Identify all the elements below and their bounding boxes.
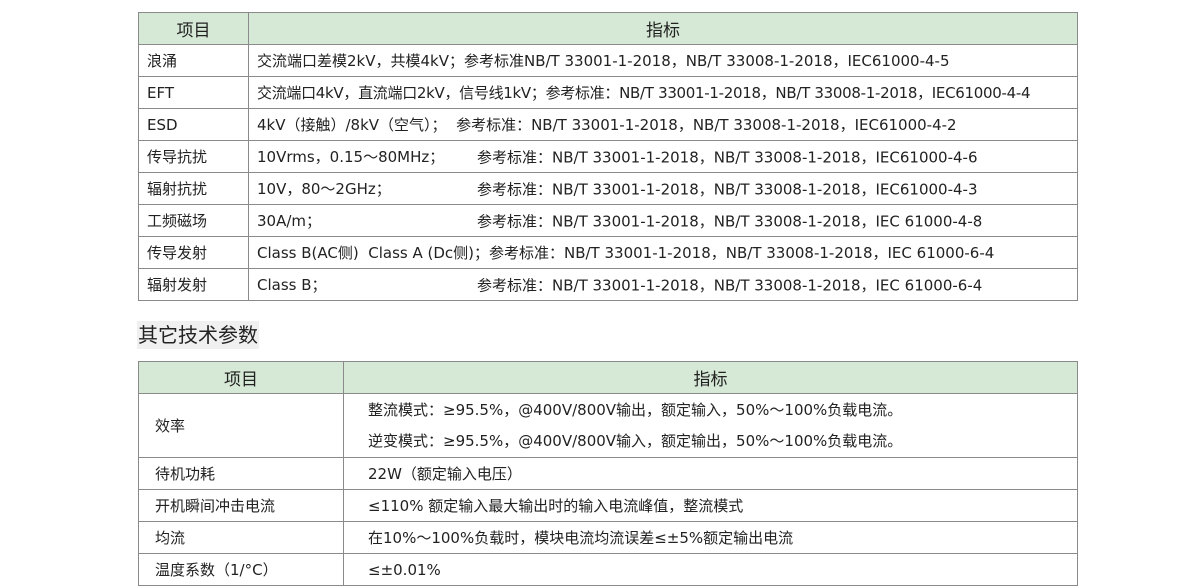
value-text: Class B； (257, 276, 327, 294)
item-cell: 辐射抗扰 (138, 172, 249, 205)
reference-text: 参考标准：NB/T 33001-1-2018，NB/T 33008-1-2018… (477, 212, 983, 230)
item-cell: 开机瞬间冲击电流 (138, 489, 344, 522)
table-header-row: 项目 指标 (138, 12, 1078, 45)
value-text: 30A/m； (257, 212, 322, 230)
value-cell: 10Vrms，0.15～80MHz； 参考标准：NB/T 33001-1-2018… (248, 140, 1078, 173)
value-cell: 整流模式：≥95.5%，@400V/800V输出，额定输入，50%～100%负载… (343, 393, 1078, 458)
table-row: 辐射抗扰 10V，80～2GHz； 参考标准：NB/T 33001-1-2018，N… (138, 172, 1078, 205)
other-params-table: 项目 指标 效率 整流模式：≥95.5%，@400V/800V输出，额定输入，50%… (138, 361, 1078, 586)
reference-text: 参考标准：NB/T 33001-1-2018，NB/T 33008-1-2018… (477, 148, 978, 166)
reference-text: 参考标准：NB/T 33001-1-2018，NB/T 33008-1-2018… (477, 276, 983, 294)
item-cell: 辐射发射 (138, 268, 249, 301)
value-cell: 22W（额定输入电压） (343, 457, 1078, 490)
item-cell: 效率 (138, 393, 344, 458)
value-cell: 交流端口4kV，直流端口2kV，信号线1kV；参考标准：NB/T 33001-1… (248, 76, 1078, 109)
table-row: 传导发射 Class B(AC侧) Class A (Dc侧)；参考标准：NB/T… (138, 236, 1078, 269)
emc-table: 项目 指标 浪涌 交流端口差模2kV，共模4kV；参考标准NB/T 33001-1-… (138, 12, 1078, 301)
reference-text: 参考标准：NB/T 33001-1-2018，NB/T 33008-1-2018… (477, 180, 978, 198)
value-cell: ≤110% 额定输入最大输出时的输入电流峰值，整流模式 (343, 489, 1078, 522)
item-cell: 温度系数（1/°C） (138, 553, 344, 586)
item-cell: 工频磁场 (138, 204, 249, 237)
value-line: 逆变模式：≥95.5%，@400V/800V输入，额定输出，50%～100%负载… (368, 431, 903, 450)
value-cell: Class B； 参考标准：NB/T 33001-1-2018，NB/T 3300… (248, 268, 1078, 301)
header-spec: 指标 (343, 361, 1078, 394)
value-cell: 30A/m； 参考标准：NB/T 33001-1-2018，NB/T 33008-… (248, 204, 1078, 237)
value-cell: 在10%～100%负载时，模块电流均流误差≤±5%额定输出电流 (343, 521, 1078, 554)
table-row: 温度系数（1/°C） ≤±0.01% (138, 553, 1078, 586)
value-text: 10V，80～2GHz； (257, 180, 391, 198)
table-row: 开机瞬间冲击电流 ≤110% 额定输入最大输出时的输入电流峰值，整流模式 (138, 489, 1078, 522)
item-cell: 待机功耗 (138, 457, 344, 490)
value-cell: 10V，80～2GHz； 参考标准：NB/T 33001-1-2018，NB/T … (248, 172, 1078, 205)
section-title: 其它技术参数 (137, 321, 259, 349)
value-cell: ≤±0.01% (343, 553, 1078, 586)
item-cell: 传导抗扰 (138, 140, 249, 173)
value-cell: Class B(AC侧) Class A (Dc侧)；参考标准：NB/T 330… (248, 236, 1078, 269)
item-cell: ESD (138, 108, 249, 141)
table-row: 工频磁场 30A/m； 参考标准：NB/T 33001-1-2018，NB/T 33… (138, 204, 1078, 237)
value-cell: 4kV（接触）/8kV（空气）； 参考标准：NB/T 33001-1-2018，… (248, 108, 1078, 141)
table-row: 效率 整流模式：≥95.5%，@400V/800V输出，额定输入，50%～100%… (138, 393, 1078, 458)
table-row: ESD 4kV（接触）/8kV（空气）； 参考标准：NB/T 33001-1-20… (138, 108, 1078, 141)
item-cell: 均流 (138, 521, 344, 554)
value-line: 整流模式：≥95.5%，@400V/800V输出，额定输入，50%～100%负载… (368, 400, 903, 419)
table-row: 浪涌 交流端口差模2kV，共模4kV；参考标准NB/T 33001-1-2018，… (138, 44, 1078, 77)
header-spec: 指标 (248, 12, 1078, 45)
value-text: 10Vrms，0.15～80MHz； (257, 148, 445, 166)
value-cell: 交流端口差模2kV，共模4kV；参考标准NB/T 33001-1-2018，NB… (248, 44, 1078, 77)
table-row: 辐射发射 Class B； 参考标准：NB/T 33001-1-2018，NB/T … (138, 268, 1078, 301)
item-cell: 传导发射 (138, 236, 249, 269)
item-cell: EFT (138, 76, 249, 109)
header-item: 项目 (138, 361, 344, 394)
table-row: 均流 在10%～100%负载时，模块电流均流误差≤±5%额定输出电流 (138, 521, 1078, 554)
header-item: 项目 (138, 12, 249, 45)
table-row: 待机功耗 22W（额定输入电压） (138, 457, 1078, 490)
item-cell: 浪涌 (138, 44, 249, 77)
table-row: EFT 交流端口4kV，直流端口2kV，信号线1kV；参考标准：NB/T 3300… (138, 76, 1078, 109)
table-row: 传导抗扰 10Vrms，0.15～80MHz； 参考标准：NB/T 33001-1-… (138, 140, 1078, 173)
table-header-row: 项目 指标 (138, 361, 1078, 394)
